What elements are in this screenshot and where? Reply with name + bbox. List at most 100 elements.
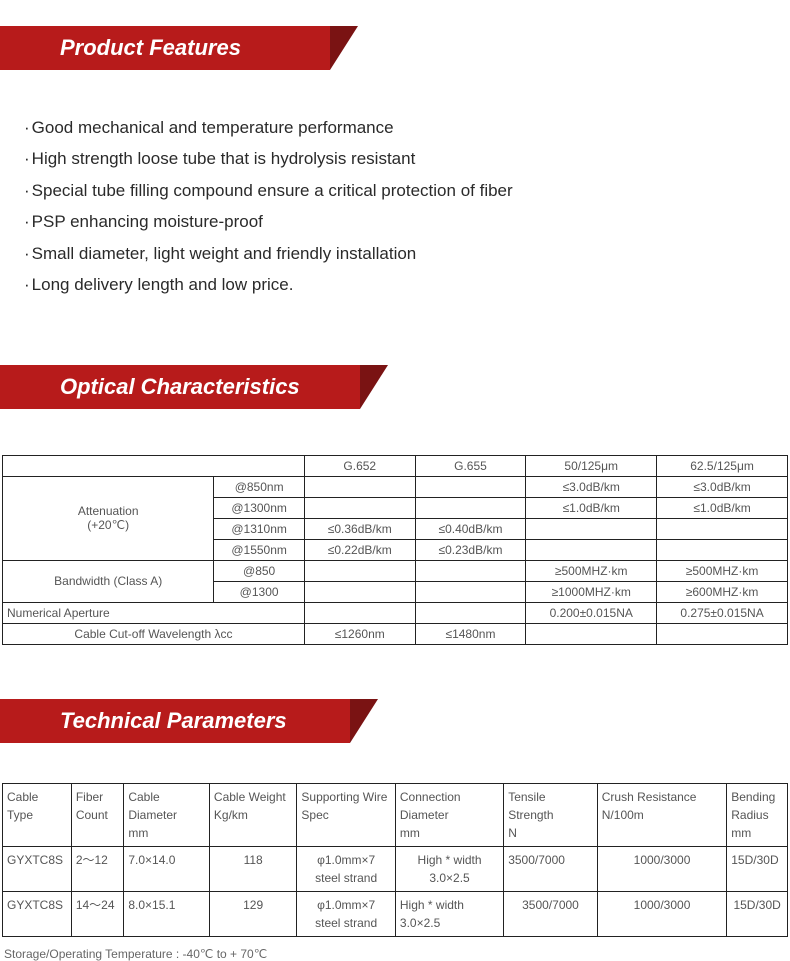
cell: φ1.0mm×7steel strand (297, 846, 396, 891)
cell: @850 (214, 560, 305, 581)
optical-header-triangle (360, 365, 388, 409)
table-row: G.652 G.655 50/125μm 62.5/125μm (3, 455, 788, 476)
features-section: Product Features Good mechanical and tem… (0, 26, 790, 331)
cell: @1300nm (214, 497, 305, 518)
col-header: Tensile StrengthN (504, 783, 598, 846)
features-title-bar: Product Features (0, 26, 330, 70)
cell: 50/125μm (526, 455, 657, 476)
technical-table: Cable Type FiberCount Cable Diametermm C… (2, 783, 788, 937)
cell (526, 539, 657, 560)
cell-label: Numerical Aperture (3, 602, 305, 623)
technical-section: Technical Parameters Cable Type FiberCou… (0, 699, 790, 961)
col-header: BendingRadiusmm (727, 783, 788, 846)
cell (657, 623, 788, 644)
cell: High * width3.0×2.5 (395, 846, 503, 891)
cell: ≤0.23dB/km (415, 539, 526, 560)
cell (526, 518, 657, 539)
table-row: Attenuation (+20℃) @850nm ≤3.0dB/km ≤3.0… (3, 476, 788, 497)
col-header: Cable WeightKg/km (209, 783, 296, 846)
cell-label: Attenuation (+20℃) (3, 476, 214, 560)
cell (415, 581, 526, 602)
col-header: Supporting WireSpec (297, 783, 396, 846)
storage-note: Storage/Operating Temperature : -40℃ to … (4, 947, 786, 961)
cell: G.655 (415, 455, 526, 476)
cell (304, 476, 415, 497)
table-row: Numerical Aperture 0.200±0.015NA 0.275±0… (3, 602, 788, 623)
cell: 1000/3000 (597, 891, 726, 936)
cell: 2～12 (71, 846, 124, 891)
cell: ≤3.0dB/km (657, 476, 788, 497)
cell-label: Cable Cut-off Wavelength λcc (3, 623, 305, 644)
cell (415, 476, 526, 497)
optical-section: Optical Characteristics G.652 G.655 50/1… (0, 365, 790, 645)
cell: @1550nm (214, 539, 305, 560)
cell (657, 539, 788, 560)
cell (304, 497, 415, 518)
cell-text: (+20℃) (7, 518, 209, 532)
technical-title-bar: Technical Parameters (0, 699, 350, 743)
col-header: Cable Diametermm (124, 783, 210, 846)
col-header: Cable Type (3, 783, 72, 846)
cell: G.652 (304, 455, 415, 476)
cell: 14～24 (71, 891, 124, 936)
feature-item: Small diameter, light weight and friendl… (24, 238, 766, 269)
cell: High * width 3.0×2.5 (395, 891, 503, 936)
cell: ≤1.0dB/km (526, 497, 657, 518)
cell: ≥600MHZ·km (657, 581, 788, 602)
cell: @1310nm (214, 518, 305, 539)
optical-header: Optical Characteristics (0, 365, 790, 409)
cell: 62.5/125μm (657, 455, 788, 476)
cell: 0.200±0.015NA (526, 602, 657, 623)
technical-header: Technical Parameters (0, 699, 790, 743)
table-row: GYXTC8S 14～24 8.0×15.1 129 φ1.0mm×7steel… (3, 891, 788, 936)
cell: 15D/30D (727, 891, 788, 936)
col-header: Connection Diametermm (395, 783, 503, 846)
cell: 7.0×14.0 (124, 846, 210, 891)
optical-table: G.652 G.655 50/125μm 62.5/125μm Attenuat… (2, 455, 788, 645)
cell (526, 623, 657, 644)
cell-label: Bandwidth (Class A) (3, 560, 214, 602)
cell: ≥500MHZ·km (526, 560, 657, 581)
col-header: Crush Resistance N/100m (597, 783, 726, 846)
features-list: Good mechanical and temperature performa… (0, 88, 790, 331)
features-header-triangle (330, 26, 358, 70)
cell: 15D/30D (727, 846, 788, 891)
cell: ≥500MHZ·km (657, 560, 788, 581)
cell: ≤1260nm (304, 623, 415, 644)
feature-item: Good mechanical and temperature performa… (24, 112, 766, 143)
cell: 3500/7000 (504, 891, 598, 936)
cell: 8.0×15.1 (124, 891, 210, 936)
cell: GYXTC8S (3, 846, 72, 891)
cell: ≤1.0dB/km (657, 497, 788, 518)
cell: @1300 (214, 581, 305, 602)
cell: @850nm (214, 476, 305, 497)
feature-item: Special tube filling compound ensure a c… (24, 175, 766, 206)
cell: ≤3.0dB/km (526, 476, 657, 497)
cell (304, 581, 415, 602)
cell (304, 602, 415, 623)
cell: 0.275±0.015NA (657, 602, 788, 623)
feature-item: High strength loose tube that is hydroly… (24, 143, 766, 174)
cell (657, 518, 788, 539)
cell (415, 602, 526, 623)
technical-header-triangle (350, 699, 378, 743)
cell: ≤0.40dB/km (415, 518, 526, 539)
table-row: Cable Cut-off Wavelength λcc ≤1260nm ≤14… (3, 623, 788, 644)
cell: ≥1000MHZ·km (526, 581, 657, 602)
cell: 3500/7000 (504, 846, 598, 891)
cell-text: Attenuation (7, 504, 209, 518)
cell: φ1.0mm×7steel strand (297, 891, 396, 936)
cell: ≤0.36dB/km (304, 518, 415, 539)
table-head-row: Cable Type FiberCount Cable Diametermm C… (3, 783, 788, 846)
cell: 1000/3000 (597, 846, 726, 891)
cell: 129 (209, 891, 296, 936)
cell: GYXTC8S (3, 891, 72, 936)
cell: 118 (209, 846, 296, 891)
cell: ≤1480nm (415, 623, 526, 644)
feature-item: PSP enhancing moisture-proof (24, 206, 766, 237)
optical-title-bar: Optical Characteristics (0, 365, 360, 409)
features-header: Product Features (0, 26, 790, 70)
cell: ≤0.22dB/km (304, 539, 415, 560)
cell (415, 497, 526, 518)
feature-item: Long delivery length and low price. (24, 269, 766, 300)
